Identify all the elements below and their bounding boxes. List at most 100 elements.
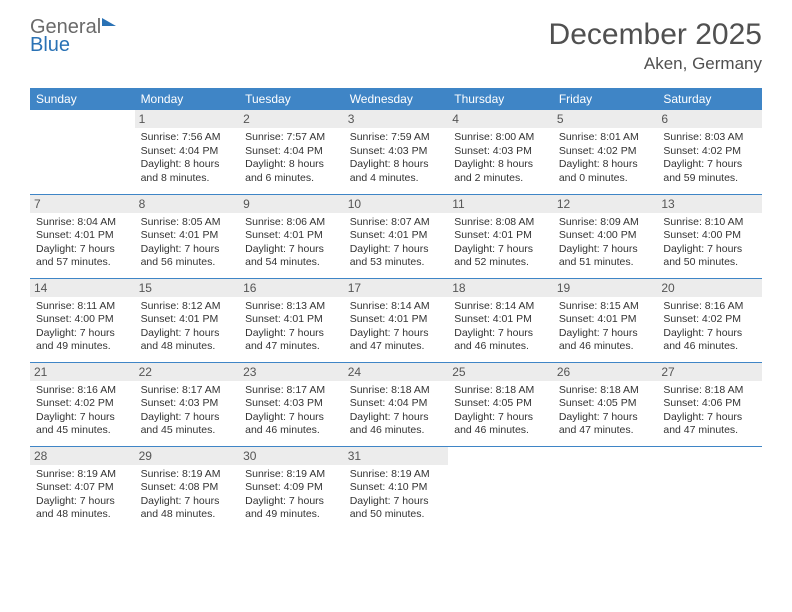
day-data: Sunrise: 8:04 AMSunset: 4:01 PMDaylight:… — [36, 216, 129, 271]
day-number: 8 — [135, 195, 240, 213]
logo-word-2: Blue — [30, 34, 70, 56]
daylight-text: Daylight: 7 hours and 45 minutes. — [36, 411, 129, 438]
day-number: 17 — [344, 279, 449, 297]
day-data: Sunrise: 8:05 AMSunset: 4:01 PMDaylight:… — [141, 216, 234, 271]
day-number: 19 — [553, 279, 658, 297]
sunset-text: Sunset: 4:05 PM — [454, 397, 547, 411]
day-number: 20 — [657, 279, 762, 297]
day-number: 5 — [553, 110, 658, 128]
sunset-text: Sunset: 4:09 PM — [245, 481, 338, 495]
day-number: 27 — [657, 363, 762, 381]
calendar-cell — [553, 446, 658, 530]
day-number: 14 — [30, 279, 135, 297]
calendar-cell: 21Sunrise: 8:16 AMSunset: 4:02 PMDayligh… — [30, 362, 135, 446]
day-data: Sunrise: 8:00 AMSunset: 4:03 PMDaylight:… — [454, 131, 547, 186]
calendar-cell: 19 Sunrise: 8:15 AMSunset: 4:01 PMDayligh… — [553, 278, 658, 362]
sunset-text: Sunset: 4:06 PM — [663, 397, 756, 411]
calendar-cell: 29 Sunrise: 8:19 AMSunset: 4:08 PMDayligh… — [135, 446, 240, 530]
daylight-text: Daylight: 7 hours and 45 minutes. — [141, 411, 234, 438]
day-number: 1 — [135, 110, 240, 128]
sunrise-text: Sunrise: 8:11 AM — [36, 300, 129, 314]
sunrise-text: Sunrise: 8:01 AM — [559, 131, 652, 145]
daylight-text: Daylight: 7 hours and 48 minutes. — [141, 495, 234, 522]
sunset-text: Sunset: 4:02 PM — [663, 313, 756, 327]
daylight-text: Daylight: 7 hours and 57 minutes. — [36, 243, 129, 270]
daylight-text: Daylight: 7 hours and 46 minutes. — [245, 411, 338, 438]
sunrise-text: Sunrise: 8:19 AM — [350, 468, 443, 482]
page-subtitle: Aken, Germany — [549, 54, 762, 74]
calendar-cell: 22Sunrise: 8:17 AMSunset: 4:03 PMDayligh… — [135, 362, 240, 446]
logo: General Blue — [30, 18, 116, 54]
daylight-text: Daylight: 7 hours and 49 minutes. — [36, 327, 129, 354]
day-number: 7 — [30, 195, 135, 213]
calendar-cell: 20Sunrise: 8:16 AMSunset: 4:02 PMDayligh… — [657, 278, 762, 362]
day-number: 29 — [135, 447, 240, 465]
page-header: General Blue December 2025 Aken, Germany — [0, 0, 792, 82]
day-number: 21 — [30, 363, 135, 381]
daylight-text: Daylight: 7 hours and 50 minutes. — [663, 243, 756, 270]
sunset-text: Sunset: 4:10 PM — [350, 481, 443, 495]
calendar-cell: 12Sunrise: 8:09 AMSunset: 4:00 PMDayligh… — [553, 194, 658, 278]
day-data: Sunrise: 8:12 AMSunset: 4:01 PMDaylight:… — [141, 300, 234, 355]
sunset-text: Sunset: 4:03 PM — [245, 397, 338, 411]
sunset-text: Sunset: 4:01 PM — [245, 313, 338, 327]
daylight-text: Daylight: 7 hours and 50 minutes. — [350, 495, 443, 522]
calendar-cell: 4Sunrise: 8:00 AMSunset: 4:03 PMDaylight… — [448, 110, 553, 194]
sunrise-text: Sunrise: 8:18 AM — [454, 384, 547, 398]
sunset-text: Sunset: 4:01 PM — [245, 229, 338, 243]
weekday-header: Sunday — [30, 88, 135, 110]
weekday-header: Wednesday — [344, 88, 449, 110]
sunrise-text: Sunrise: 8:08 AM — [454, 216, 547, 230]
day-number: 18 — [448, 279, 553, 297]
sunrise-text: Sunrise: 8:07 AM — [350, 216, 443, 230]
sunset-text: Sunset: 4:01 PM — [141, 313, 234, 327]
daylight-text: Daylight: 7 hours and 47 minutes. — [663, 411, 756, 438]
day-number: 6 — [657, 110, 762, 128]
sunrise-text: Sunrise: 8:19 AM — [245, 468, 338, 482]
sunrise-text: Sunrise: 8:04 AM — [36, 216, 129, 230]
calendar-cell: 5Sunrise: 8:01 AMSunset: 4:02 PMDaylight… — [553, 110, 658, 194]
day-number: 15 — [135, 279, 240, 297]
day-number: 25 — [448, 363, 553, 381]
day-data: Sunrise: 8:18 AMSunset: 4:05 PMDaylight:… — [454, 384, 547, 439]
day-data: Sunrise: 8:17 AMSunset: 4:03 PMDaylight:… — [141, 384, 234, 439]
calendar-cell: 3Sunrise: 7:59 AMSunset: 4:03 PMDaylight… — [344, 110, 449, 194]
calendar-row: 28Sunrise: 8:19 AMSunset: 4:07 PMDayligh… — [30, 446, 762, 530]
day-data: Sunrise: 8:15 AMSunset: 4:01 PMDaylight:… — [559, 300, 652, 355]
sunrise-text: Sunrise: 8:14 AM — [454, 300, 547, 314]
sunset-text: Sunset: 4:00 PM — [559, 229, 652, 243]
sunset-text: Sunset: 4:00 PM — [663, 229, 756, 243]
calendar-row: 1Sunrise: 7:56 AMSunset: 4:04 PMDaylight… — [30, 110, 762, 194]
sunset-text: Sunset: 4:08 PM — [141, 481, 234, 495]
day-data: Sunrise: 8:13 AMSunset: 4:01 PMDaylight:… — [245, 300, 338, 355]
day-number: 10 — [344, 195, 449, 213]
calendar-cell: 30Sunrise: 8:19 AMSunset: 4:09 PMDayligh… — [239, 446, 344, 530]
sunrise-text: Sunrise: 8:16 AM — [663, 300, 756, 314]
daylight-text: Daylight: 7 hours and 52 minutes. — [454, 243, 547, 270]
daylight-text: Daylight: 8 hours and 8 minutes. — [141, 158, 234, 185]
calendar-cell — [448, 446, 553, 530]
calendar-body: 1Sunrise: 7:56 AMSunset: 4:04 PMDaylight… — [30, 110, 762, 530]
sunset-text: Sunset: 4:03 PM — [350, 145, 443, 159]
day-data: Sunrise: 8:11 AMSunset: 4:00 PMDaylight:… — [36, 300, 129, 355]
sunset-text: Sunset: 4:01 PM — [350, 229, 443, 243]
sunrise-text: Sunrise: 8:09 AM — [559, 216, 652, 230]
sunrise-text: Sunrise: 7:57 AM — [245, 131, 338, 145]
day-number: 9 — [239, 195, 344, 213]
sunset-text: Sunset: 4:01 PM — [454, 229, 547, 243]
sunrise-text: Sunrise: 8:18 AM — [350, 384, 443, 398]
sunrise-text: Sunrise: 8:19 AM — [141, 468, 234, 482]
calendar-cell: 2Sunrise: 7:57 AMSunset: 4:04 PMDaylight… — [239, 110, 344, 194]
sunrise-text: Sunrise: 7:56 AM — [141, 131, 234, 145]
day-data: Sunrise: 8:18 AMSunset: 4:06 PMDaylight:… — [663, 384, 756, 439]
calendar-cell: 6Sunrise: 8:03 AMSunset: 4:02 PMDaylight… — [657, 110, 762, 194]
day-data: Sunrise: 8:09 AMSunset: 4:00 PMDaylight:… — [559, 216, 652, 271]
sunset-text: Sunset: 4:02 PM — [36, 397, 129, 411]
sunrise-text: Sunrise: 8:15 AM — [559, 300, 652, 314]
sunrise-text: Sunrise: 7:59 AM — [350, 131, 443, 145]
day-data: Sunrise: 8:18 AMSunset: 4:04 PMDaylight:… — [350, 384, 443, 439]
day-number: 3 — [344, 110, 449, 128]
daylight-text: Daylight: 7 hours and 59 minutes. — [663, 158, 756, 185]
daylight-text: Daylight: 7 hours and 48 minutes. — [36, 495, 129, 522]
sunset-text: Sunset: 4:02 PM — [559, 145, 652, 159]
